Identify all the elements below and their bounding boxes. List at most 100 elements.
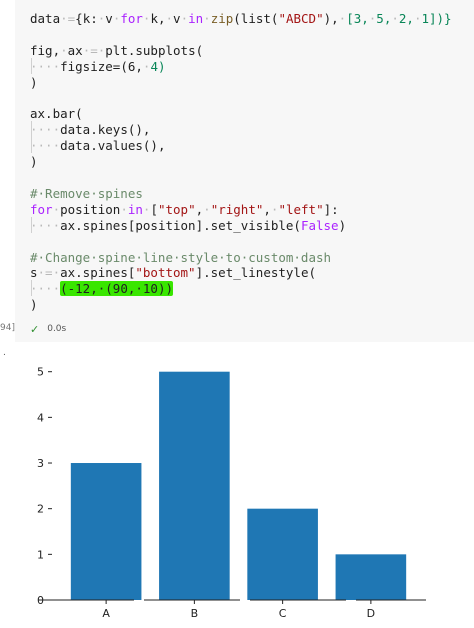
code-line: #·Remove·spines [30, 185, 143, 203]
x-tick-label: D [367, 607, 375, 620]
indent-guide [31, 121, 32, 154]
code-line: s·=·ax.spines["bottom"].set_linestyle( [30, 264, 316, 282]
code-token: plt.subplots( [105, 42, 204, 58]
execution-count: 94] [0, 323, 15, 333]
code-line: #·Change·spine·line·style·to·custom·dash [30, 249, 331, 267]
code-token: 2, [398, 11, 414, 26]
bar-A [70, 463, 142, 600]
x-tick-label: A [102, 607, 110, 620]
y-tick-label: 2 [37, 503, 44, 516]
code-token: · [142, 11, 151, 26]
x-tick-label: B [191, 607, 199, 620]
code-token: 4) [150, 58, 166, 74]
code-line: ) [30, 296, 38, 314]
code-token: ···· [30, 281, 61, 297]
x-tick-label: C [279, 607, 287, 620]
code-token: · [413, 11, 422, 26]
code-token: ) [30, 74, 38, 90]
code-token: for [120, 11, 143, 26]
indent-guide [31, 216, 32, 233]
code-token: · [338, 11, 347, 26]
code-token: data.keys(), [60, 122, 151, 138]
code-token: ax [67, 42, 83, 58]
code-line: for·position·in·["top",·"right",·"left"]… [30, 201, 339, 219]
code-token: ax.bar( [30, 106, 83, 122]
code-token: ) [338, 217, 347, 233]
code-token: · [203, 11, 211, 26]
code-token: · [112, 11, 121, 26]
code-token: ···· [30, 217, 61, 233]
y-tick-label: 5 [37, 366, 44, 379]
code-line: fig,·ax·=·plt.subplots( [30, 42, 203, 60]
code-token: ·= [60, 11, 76, 26]
y-tick-label: 3 [37, 457, 44, 470]
code-line: ax.bar( [30, 105, 83, 123]
code-token: , [263, 201, 271, 217]
bar-C [247, 508, 318, 600]
code-token: · [270, 201, 279, 217]
code-token: "top" [157, 201, 196, 217]
code-token: "bottom" [135, 265, 196, 281]
code-line: ····data.keys(), [30, 121, 150, 139]
code-line: ····data.values(), [30, 137, 165, 155]
code-token: ···· [30, 138, 61, 154]
y-tick-label: 1 [37, 548, 44, 561]
code-token: data [30, 11, 61, 26]
code-token: · [203, 201, 211, 217]
code-token: ···· [30, 122, 61, 138]
code-token: [3, [346, 11, 369, 26]
bar-D [335, 554, 407, 600]
code-token: · [97, 11, 106, 26]
code-line: ····ax.spines[position].set_visible(Fals… [30, 217, 346, 235]
code-token: ·=· [82, 42, 106, 58]
code-line: ) [30, 74, 38, 92]
code-token: #·Change·spine·line·style·to·custom·dash [30, 249, 332, 265]
indent-guide [31, 280, 32, 297]
code-token: in [127, 201, 143, 217]
bar-chart: 012345 ABCD [37, 366, 426, 620]
code-token: · [180, 11, 189, 26]
code-token: k, [150, 11, 166, 26]
code-token: "ABCD" [278, 11, 324, 26]
code-token: ax.spines[position].set_visible( [60, 217, 301, 233]
code-token: #·Remove·spines [30, 185, 143, 201]
code-token: v [105, 11, 113, 26]
code-token: ·=· [37, 265, 61, 281]
code-token: · [165, 11, 174, 26]
code-token: position [60, 201, 121, 217]
code-token: ]: [323, 201, 339, 217]
code-token: [ [150, 201, 158, 217]
code-token: ), [323, 11, 339, 26]
code-token: ) [30, 154, 38, 170]
code-token: "left" [278, 201, 324, 217]
code-line: data·={k:·v·for·k,·v·in·zip(list("ABCD")… [30, 10, 452, 28]
code-token: False [300, 217, 339, 233]
code-token: v [173, 11, 181, 26]
code-token: 1])} [421, 11, 452, 26]
code-token: zip [210, 11, 234, 26]
execution-time: 0.0s [47, 324, 67, 334]
code-token: · [120, 201, 128, 217]
code-token: , [195, 201, 204, 217]
code-token: · [368, 11, 377, 26]
code-token: · [52, 201, 61, 217]
code-token: ].set_linestyle( [195, 265, 317, 281]
y-tick-label: 4 [37, 411, 44, 424]
code-token: · [60, 42, 68, 58]
code-token: for [30, 201, 53, 217]
bar-B [159, 371, 230, 600]
code-token: s [30, 265, 38, 281]
code-token: ) [30, 297, 38, 313]
code-line: ····figsize=(6,·4) [30, 58, 166, 76]
code-token: ax.spines[ [60, 265, 136, 281]
check-icon: ✓ [30, 322, 40, 336]
code-token: · [391, 11, 399, 26]
code-token: "right" [210, 201, 264, 217]
code-token: fig, [30, 42, 61, 58]
code-token: in [188, 11, 204, 26]
cell-status: ✓ 0.0s [30, 322, 66, 336]
output-marker: . [3, 348, 6, 358]
code-token: (list( [233, 11, 279, 26]
code-token: 5, [376, 11, 392, 26]
code-token: · [142, 58, 151, 74]
